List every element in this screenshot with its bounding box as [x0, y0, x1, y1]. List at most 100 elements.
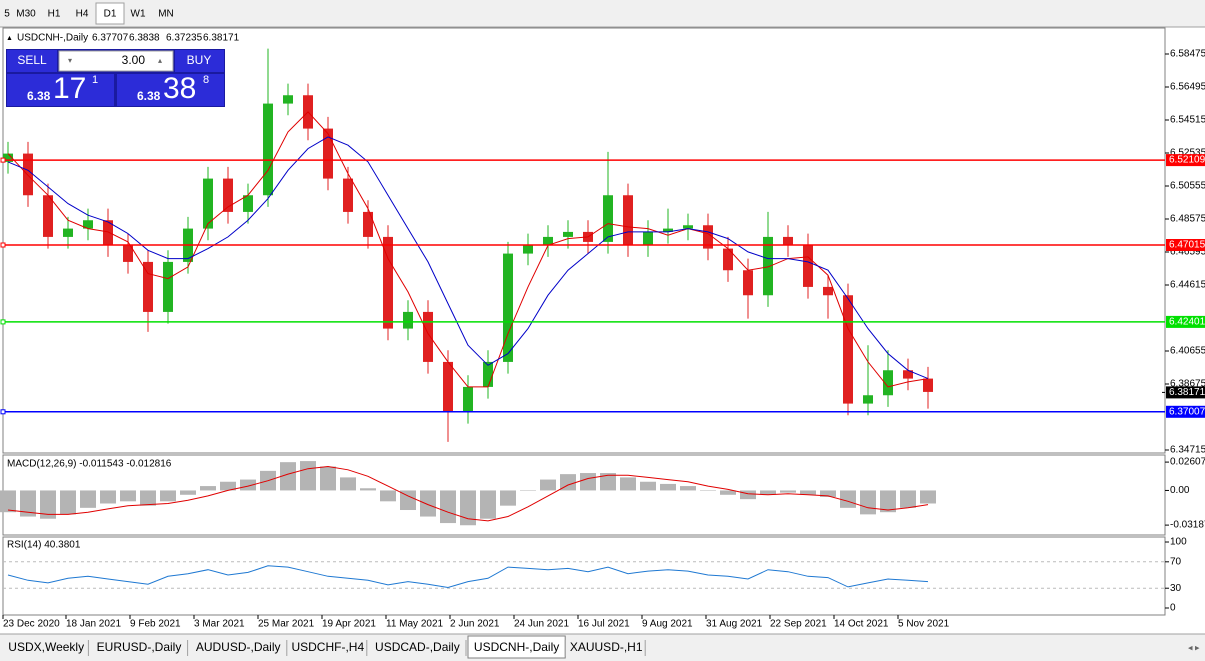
tab[interactable]: XAUUSD-,H1: [570, 640, 643, 654]
macd-bar: [600, 473, 616, 491]
candle-body: [403, 311, 413, 329]
macd-bar: [900, 490, 916, 508]
macd-bar: [60, 490, 76, 515]
macd-bar: [700, 490, 716, 491]
candle-body: [43, 195, 53, 237]
candle-body: [803, 245, 813, 287]
tab[interactable]: USDCNH-,Daily: [474, 640, 559, 654]
x-tick-label: 25 Mar 2021: [258, 619, 315, 630]
candle-body: [663, 228, 673, 232]
level-label: 6.42401: [1169, 317, 1205, 328]
candle-body: [883, 370, 893, 396]
main-panel: [2, 27, 1166, 454]
x-tick-label: 16 Jul 2021: [578, 619, 630, 630]
candle-body: [63, 228, 73, 237]
indicator-title: RSI(14) 40.3801: [7, 540, 81, 551]
macd-bar: [720, 490, 736, 495]
timeframe-active: [95, 2, 125, 25]
tab-scroll[interactable]: ◂ ▸: [1188, 642, 1200, 652]
lot-up[interactable]: ▴: [158, 56, 162, 65]
candle-body: [343, 178, 353, 212]
timeframe-button[interactable]: W1: [131, 9, 146, 20]
ask-prefix: 6.38: [137, 89, 161, 103]
candle-body: [903, 370, 913, 379]
y-tick-label: 6.54515: [1170, 115, 1205, 126]
timeframe-button[interactable]: M30: [16, 9, 36, 20]
macd-bar: [500, 490, 516, 506]
lot-down[interactable]: ▾: [68, 56, 72, 65]
x-tick-label: 23 Dec 2020: [3, 619, 60, 630]
x-tick-label: 14 Oct 2021: [834, 619, 889, 630]
tab[interactable]: USDX,Weekly: [8, 640, 84, 654]
tab[interactable]: USDCHF-,H4: [291, 640, 364, 654]
y-tick-label: -0.03187: [1170, 520, 1205, 531]
tab[interactable]: AUDUSD-,Daily: [196, 640, 281, 654]
timeframe-button[interactable]: H4: [76, 9, 89, 20]
ohlc-value: 6.3838: [129, 33, 160, 44]
candle-body: [443, 361, 453, 412]
ask-box[interactable]: [117, 74, 224, 106]
x-tick-label: 31 Aug 2021: [706, 619, 763, 630]
tab[interactable]: USDCAD-,Daily: [375, 640, 460, 654]
rsi-panel: [2, 536, 1166, 616]
ask-main: 38: [163, 72, 196, 105]
rsi-line: [7, 565, 929, 589]
one-click-trading: SELL 3.00 ▾ ▴ BUY 6.38 17 1 6.38 38 8: [6, 49, 225, 107]
y-tick-label: 6.34715: [1170, 445, 1205, 456]
candle-body: [483, 361, 493, 387]
bid-box[interactable]: [7, 74, 114, 106]
macd-bar: [860, 490, 876, 515]
candle-body: [703, 225, 713, 249]
timeframe-button[interactable]: H1: [48, 9, 61, 20]
y-tick-label: 6.52535: [1170, 148, 1205, 159]
ask-sup: 8: [203, 74, 209, 86]
y-tick-label: 100: [1170, 537, 1187, 548]
macd-bar: [380, 490, 396, 502]
candle-body: [203, 178, 213, 229]
moving-average: [7, 111, 929, 388]
buy-button[interactable]: [175, 50, 224, 72]
tab[interactable]: EURUSD-,Daily: [97, 640, 182, 654]
timeframe-button[interactable]: MN: [158, 9, 174, 20]
candle-body: [123, 245, 133, 262]
level-label-bg: [1166, 239, 1205, 251]
macd-bar: [240, 479, 256, 491]
y-tick-label: 30: [1170, 583, 1182, 594]
level-label: 6.37007: [1169, 406, 1205, 417]
macd-bar: [920, 490, 936, 504]
ohlc-value: 6.38171: [203, 33, 240, 44]
candle-body: [563, 231, 573, 237]
candle-body: [843, 295, 853, 404]
timeframe-button[interactable]: 5: [4, 9, 10, 20]
macd-bar: [760, 490, 776, 495]
x-tick-label: 11 May 2021: [386, 619, 444, 630]
x-tick-label: 9 Aug 2021: [642, 619, 693, 630]
candle-body: [423, 311, 433, 362]
macd-bar: [100, 490, 116, 504]
macd-bar: [560, 474, 576, 491]
candle-body: [763, 236, 773, 296]
candle-body: [463, 386, 473, 412]
level-label-bg: [1166, 154, 1205, 167]
level-handle: [0, 319, 6, 325]
candle-body: [743, 270, 753, 296]
y-tick-label: 6.44615: [1170, 280, 1205, 291]
y-tick-label: 0.02607: [1170, 457, 1205, 468]
timeframe-button[interactable]: D1: [104, 9, 117, 20]
level-handle: [0, 157, 6, 163]
ohlc-value: 6.37707: [92, 33, 129, 44]
current-price-bg: [1166, 386, 1205, 399]
lot-field[interactable]: [58, 50, 174, 72]
candle-body: [143, 261, 153, 312]
macd-bar: [880, 490, 896, 513]
chart-marker: ▲: [6, 35, 13, 42]
sell-button[interactable]: [7, 50, 57, 72]
macd-bar: [580, 473, 596, 491]
candle-body: [623, 195, 633, 246]
macd-bar: [620, 477, 636, 491]
macd-bar: [780, 490, 796, 493]
x-tick-label: 9 Feb 2021: [130, 619, 181, 630]
candle-body: [383, 236, 393, 329]
macd-bar: [840, 490, 856, 508]
y-tick-label: 6.58475: [1170, 49, 1205, 60]
